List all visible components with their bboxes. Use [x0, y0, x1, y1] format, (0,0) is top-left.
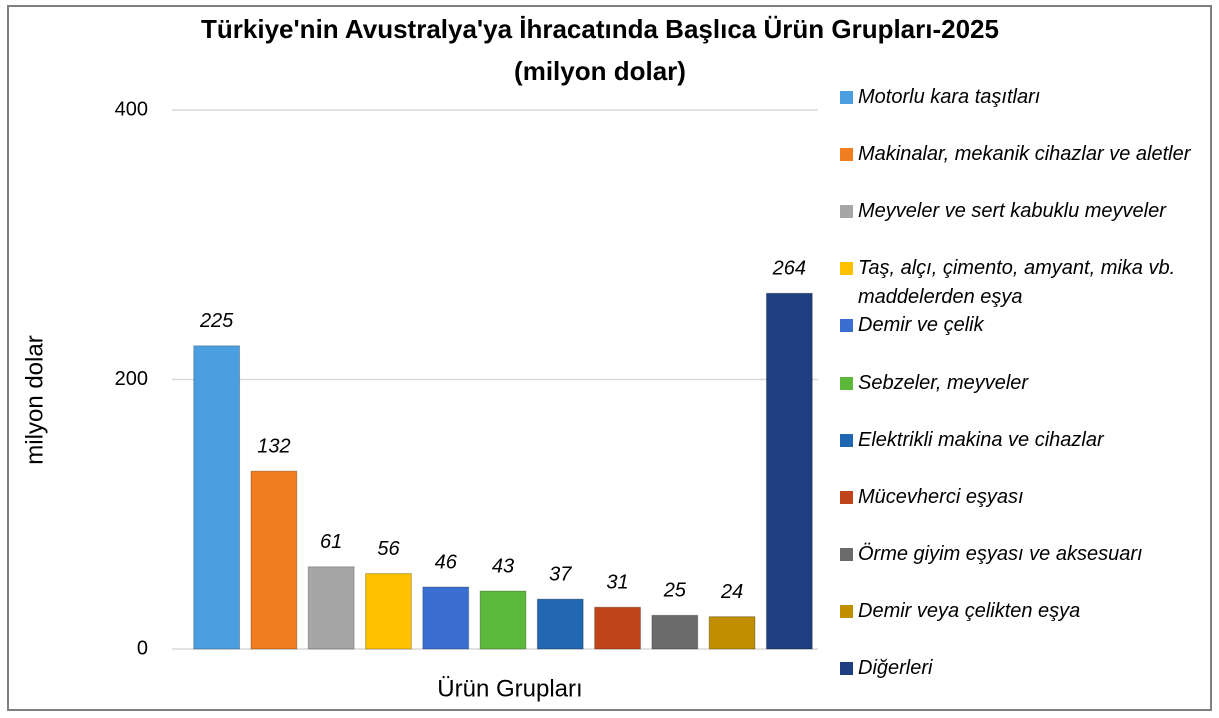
legend-entry: Taş, alçı, çimento, amyant, mika vb. mad…	[838, 254, 1208, 312]
legend-swatch	[840, 604, 853, 618]
legend-swatch	[840, 262, 853, 276]
legend-swatch	[840, 547, 853, 561]
value-label: 264	[772, 258, 806, 280]
value-label: 37	[549, 563, 572, 585]
legend-label: Diğerleri	[858, 657, 933, 679]
value-label: 43	[492, 555, 514, 577]
legend-swatch	[840, 205, 853, 219]
legend-label: Demir veya çelikten eşya	[858, 599, 1081, 622]
legend-label: Motorlu kara taşıtları	[858, 86, 1041, 108]
legend-swatch	[840, 148, 853, 162]
value-label: 56	[377, 538, 400, 560]
legend-label: Meyveler ve sert kabuklu meyveler	[858, 200, 1166, 223]
bar	[422, 586, 470, 650]
legend-swatch	[840, 433, 853, 447]
bar	[765, 292, 813, 650]
y-tick-label: 400	[115, 98, 148, 120]
legend-entry: Demir ve çelik	[838, 311, 1208, 340]
legend-swatch	[840, 662, 853, 675]
value-label: 61	[320, 531, 342, 553]
legend-entry: Diğerleri	[838, 654, 1208, 683]
chart-title: Türkiye'nin Avustralya'ya İhracatında Ba…	[201, 14, 999, 44]
legend-label: Elektrikli makina ve cihazlar	[858, 428, 1104, 451]
bar	[708, 616, 756, 650]
legend-swatch	[840, 91, 853, 104]
y-tick-label: 0	[137, 637, 148, 659]
value-label: 31	[606, 572, 628, 594]
legend-entry: Demir veya çelikten eşya	[838, 597, 1208, 626]
legend-label: Mücevherci eşyası	[858, 485, 1024, 508]
legend-entry: Makinalar, mekanik cihazlar ve aletler	[838, 140, 1208, 169]
value-label: 25	[663, 580, 687, 602]
x-axis-label: Ürün Grupları	[437, 675, 582, 702]
border	[7, 5, 1212, 711]
legend-swatch	[840, 319, 853, 333]
bar	[479, 590, 527, 650]
legend-swatch	[840, 490, 853, 504]
bar	[307, 566, 355, 650]
chart-subtitle: (milyon dolar)	[514, 56, 686, 86]
legend-swatch	[840, 376, 853, 390]
value-label: 132	[257, 435, 290, 457]
legend-label: Sebzeler, meyveler	[858, 371, 1029, 394]
bar	[594, 606, 641, 650]
value-label: 46	[435, 551, 458, 573]
bar	[250, 470, 298, 650]
legend-entry: Mücevherci eşyası	[838, 483, 1208, 512]
y-tick-label: 200	[115, 368, 148, 390]
bar	[365, 573, 412, 650]
legend-label: Makinalar, mekanik cihazlar ve aletler	[858, 143, 1191, 166]
legend-entry: Örme giyim eşyası ve aksesuarı	[838, 540, 1208, 569]
legend-label: Demir ve çelik	[858, 314, 984, 337]
bar	[536, 598, 584, 650]
legend-entry: Sebzeler, meyveler	[838, 369, 1208, 398]
legend-label: Taş, alçı, çimento, amyant, mika vb. mad…	[858, 257, 1176, 309]
value-label: 24	[720, 581, 743, 603]
legend-entry: Motorlu kara taşıtları	[838, 83, 1208, 112]
legend-entry: Meyveler ve sert kabuklu meyveler	[838, 197, 1208, 226]
bar	[651, 614, 699, 650]
legend-label: Örme giyim eşyası ve aksesuarı	[858, 542, 1143, 565]
bar	[193, 345, 241, 650]
value-label: 225	[199, 310, 234, 332]
legend-entry: Elektrikli makina ve cihazlar	[838, 426, 1208, 455]
y-axis-label: milyon dolar	[21, 335, 48, 464]
